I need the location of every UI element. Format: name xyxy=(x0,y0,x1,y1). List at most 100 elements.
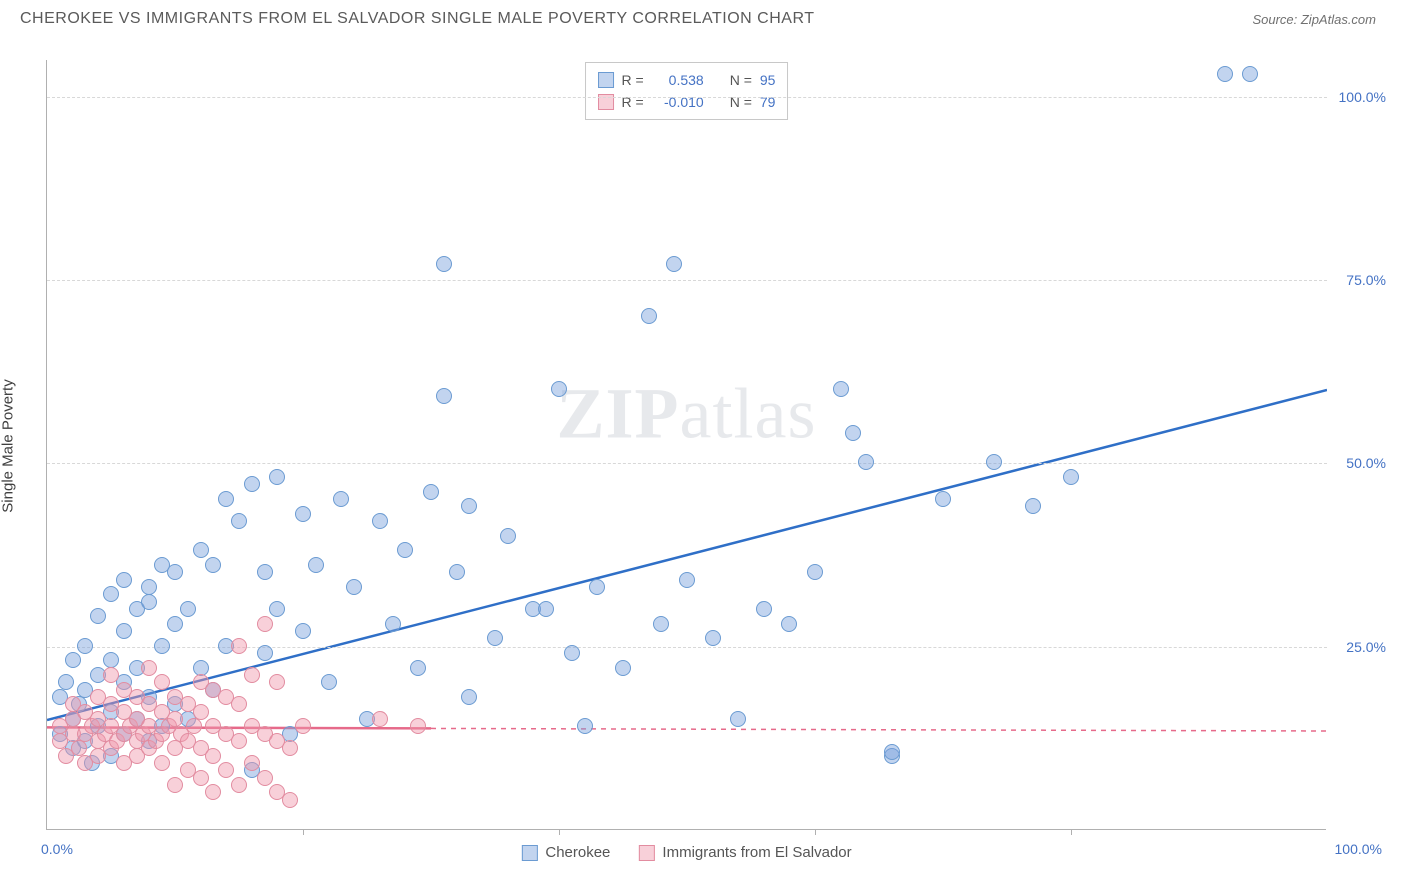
data-point xyxy=(641,308,657,324)
data-point xyxy=(167,777,183,793)
gridline xyxy=(47,97,1327,98)
data-point xyxy=(205,784,221,800)
data-point xyxy=(845,425,861,441)
r-value-elsalvador: -0.010 xyxy=(652,91,704,113)
swatch-cherokee xyxy=(598,72,614,88)
data-point xyxy=(154,755,170,771)
data-point xyxy=(730,711,746,727)
data-point xyxy=(77,638,93,654)
swatch-elsalvador xyxy=(638,845,654,861)
data-point xyxy=(116,572,132,588)
data-point xyxy=(71,740,87,756)
data-point xyxy=(141,660,157,676)
data-point xyxy=(154,638,170,654)
data-point xyxy=(231,733,247,749)
data-point xyxy=(231,638,247,654)
data-point xyxy=(807,564,823,580)
data-point xyxy=(257,770,273,786)
data-point xyxy=(295,623,311,639)
data-point xyxy=(538,601,554,617)
data-point xyxy=(756,601,772,617)
data-point xyxy=(461,689,477,705)
data-point xyxy=(180,601,196,617)
data-point xyxy=(295,506,311,522)
x-tick xyxy=(559,829,560,835)
data-point xyxy=(193,704,209,720)
data-point xyxy=(205,557,221,573)
data-point xyxy=(781,616,797,632)
legend-row-elsalvador: R = -0.010 N = 79 xyxy=(598,91,776,113)
data-point xyxy=(487,630,503,646)
data-point xyxy=(244,476,260,492)
data-point xyxy=(1242,66,1258,82)
r-value-cherokee: 0.538 xyxy=(652,69,704,91)
data-point xyxy=(141,579,157,595)
data-point xyxy=(308,557,324,573)
legend-item-cherokee: Cherokee xyxy=(521,844,610,861)
swatch-cherokee xyxy=(521,845,537,861)
x-tick xyxy=(815,829,816,835)
data-point xyxy=(615,660,631,676)
data-point xyxy=(269,469,285,485)
data-point xyxy=(257,616,273,632)
source-attribution: Source: ZipAtlas.com xyxy=(1252,12,1376,27)
data-point xyxy=(589,579,605,595)
legend-row-cherokee: R = 0.538 N = 95 xyxy=(598,69,776,91)
data-point xyxy=(564,645,580,661)
data-point xyxy=(282,740,298,756)
data-point xyxy=(935,491,951,507)
y-axis-label: Single Male Poverty xyxy=(0,379,17,512)
n-value-cherokee: 95 xyxy=(760,69,776,91)
data-point xyxy=(986,454,1002,470)
gridline xyxy=(47,463,1327,464)
plot-area: ZIPatlas R = 0.538 N = 95 R = -0.010 N =… xyxy=(46,60,1326,830)
data-point xyxy=(257,564,273,580)
data-point xyxy=(244,667,260,683)
data-point xyxy=(333,491,349,507)
data-point xyxy=(551,381,567,397)
data-point xyxy=(257,645,273,661)
data-point xyxy=(282,792,298,808)
data-point xyxy=(436,256,452,272)
data-point xyxy=(103,667,119,683)
data-point xyxy=(167,711,183,727)
data-point xyxy=(500,528,516,544)
gridline xyxy=(47,280,1327,281)
data-point xyxy=(116,623,132,639)
y-tick-label: 100.0% xyxy=(1339,89,1386,105)
data-point xyxy=(103,652,119,668)
x-max-label: 100.0% xyxy=(1335,841,1382,857)
y-tick-label: 50.0% xyxy=(1346,455,1386,471)
r-label: R = xyxy=(622,91,644,113)
data-point xyxy=(231,696,247,712)
data-point xyxy=(218,762,234,778)
data-point xyxy=(141,594,157,610)
data-point xyxy=(321,674,337,690)
data-point xyxy=(858,454,874,470)
data-point xyxy=(397,542,413,558)
data-point xyxy=(205,748,221,764)
data-point xyxy=(269,601,285,617)
data-point xyxy=(705,630,721,646)
data-point xyxy=(193,770,209,786)
data-point xyxy=(244,755,260,771)
data-point xyxy=(372,711,388,727)
data-point xyxy=(385,616,401,632)
data-point xyxy=(372,513,388,529)
data-point xyxy=(167,616,183,632)
trend-lines xyxy=(47,60,1327,830)
data-point xyxy=(449,564,465,580)
source-name: ZipAtlas.com xyxy=(1301,12,1376,27)
data-point xyxy=(410,660,426,676)
series-legend: Cherokee Immigrants from El Salvador xyxy=(521,844,851,861)
chart-title: CHEROKEE VS IMMIGRANTS FROM EL SALVADOR … xyxy=(20,10,815,28)
correlation-legend: R = 0.538 N = 95 R = -0.010 N = 79 xyxy=(585,62,789,120)
data-point xyxy=(679,572,695,588)
data-point xyxy=(90,608,106,624)
data-point xyxy=(103,586,119,602)
y-tick-label: 75.0% xyxy=(1346,272,1386,288)
data-point xyxy=(346,579,362,595)
data-point xyxy=(231,777,247,793)
source-prefix: Source: xyxy=(1252,12,1300,27)
watermark: ZIPatlas xyxy=(557,372,817,455)
